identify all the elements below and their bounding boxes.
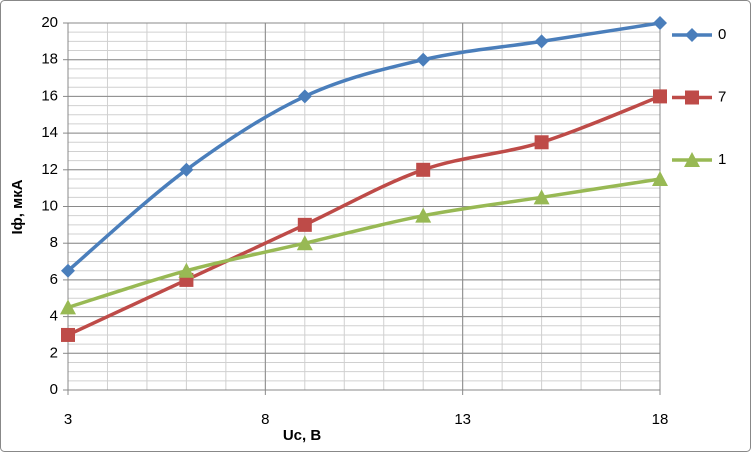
y-tick-label: 4 (50, 308, 58, 325)
y-tick-label: 14 (41, 124, 58, 141)
marker (653, 89, 667, 104)
marker (684, 152, 700, 167)
legend-label: 0 (718, 26, 726, 43)
marker (652, 170, 668, 186)
marker (415, 207, 432, 223)
plot-frame (67, 22, 661, 391)
marker (533, 189, 550, 205)
x-tick-label: 8 (261, 411, 269, 428)
marker (534, 135, 549, 150)
y-axis-title: Iф, мкА (9, 179, 26, 234)
y-tick-label: 16 (41, 87, 58, 104)
y-tick-label: 18 (41, 51, 58, 68)
marker (61, 327, 75, 342)
y-tick-label: 2 (50, 344, 58, 361)
marker (534, 34, 549, 49)
x-tick-label: 3 (64, 411, 72, 428)
marker (297, 89, 312, 104)
series-line (67, 177, 661, 310)
marker (178, 262, 195, 278)
marker (296, 235, 313, 251)
marker (653, 16, 667, 30)
y-tick-label: 6 (50, 271, 58, 288)
y-tick-label: 8 (50, 234, 58, 251)
marker (685, 28, 699, 42)
y-tick-label: 20 (41, 14, 58, 31)
y-tick-label: 12 (41, 161, 58, 178)
marker (61, 263, 75, 278)
marker (179, 162, 194, 177)
y-tick-label: 0 (50, 381, 58, 398)
x-axis-title: Uc, B (283, 427, 322, 444)
legend-label: 1 (718, 151, 726, 168)
legend-label: 7 (718, 88, 726, 105)
x-tick-label: 18 (652, 411, 669, 428)
marker (685, 90, 699, 105)
series-line (67, 94, 661, 337)
x-tick-label: 13 (454, 411, 471, 428)
marker (60, 299, 76, 315)
marker (416, 162, 431, 177)
marker (416, 52, 431, 67)
marker (297, 217, 312, 232)
y-tick-label: 10 (41, 197, 58, 214)
